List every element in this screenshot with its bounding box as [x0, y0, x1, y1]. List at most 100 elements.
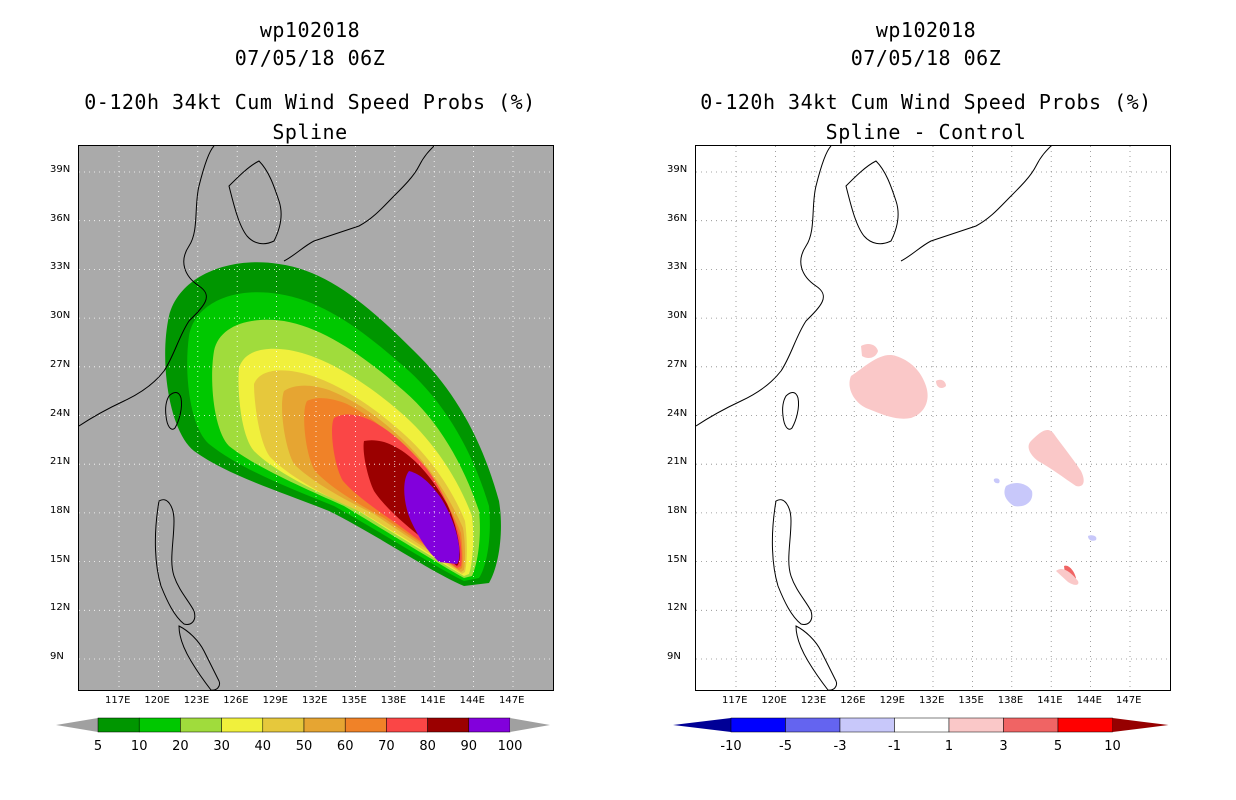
right-lon-label: 147E [1116, 695, 1142, 706]
right-lat-label: 39N [667, 164, 688, 175]
right-lon-label: 135E [958, 695, 984, 706]
right-lon-label: 126E [840, 695, 866, 706]
right-lon-label: 117E [722, 695, 748, 706]
colorbar-label: -1 [888, 739, 901, 754]
colorbar-label: 30 [213, 739, 230, 754]
left-colorbar: 5 10 20 30 40 50 60 70 80 90 100 [56, 717, 550, 754]
colorbar-label: 20 [172, 739, 189, 754]
luzon-coast [771, 499, 813, 625]
colorbar-label: 90 [461, 739, 478, 754]
colorbar-swatch [1003, 717, 1059, 733]
left-subtitle: Spline [272, 120, 348, 144]
japan-coast [283, 146, 435, 262]
colorbar-label: 3 [999, 739, 1007, 754]
negative-patch-2 [1088, 535, 1097, 541]
philippines-south [795, 625, 837, 690]
left-lat-label: 27N [50, 358, 71, 370]
right-lat-label: 18N [667, 504, 688, 516]
colorbar-swatch [894, 717, 950, 733]
colorbar-high-end [510, 718, 550, 732]
right-map-svg [696, 146, 1170, 690]
colorbar-swatch [427, 717, 470, 733]
colorbar-swatch [785, 717, 841, 733]
right-lon-label: 144E [1076, 695, 1102, 706]
colorbar-label: 10 [131, 739, 148, 754]
left-datetime: 07/05/18 06Z [234, 46, 386, 70]
left-lon-label: 123E [183, 695, 210, 706]
left-lon-label: 132E [302, 695, 328, 706]
colorbar-label: 100 [498, 739, 523, 754]
left-lat-label: 9N [50, 651, 64, 662]
colorbar-label: 60 [337, 739, 354, 754]
colorbar-swatch [138, 717, 181, 733]
colorbar-low-end [673, 718, 731, 732]
left-lat-label: 30N [50, 310, 71, 322]
right-lon-label: 138E [997, 695, 1024, 706]
taiwan-coast [165, 392, 182, 430]
philippines-south [178, 625, 220, 690]
colorbar-label: 1 [945, 739, 953, 754]
colorbar-high-end [1112, 718, 1169, 732]
left-lat-label: 21N [50, 456, 71, 468]
colorbar-swatch [180, 717, 222, 733]
left-lon-label: 147E [499, 695, 525, 706]
left-lon-label: 129E [262, 695, 288, 706]
colorbar-swatch [344, 717, 387, 733]
colorbar-label: 5 [1054, 739, 1062, 754]
left-lon-label: 120E [144, 695, 170, 706]
china-coast [79, 146, 215, 427]
colorbar-swatch [1057, 717, 1113, 733]
colorbar-swatch [948, 717, 1004, 733]
right-lat-label: 12N [667, 602, 688, 614]
colorbar-label: 40 [255, 739, 272, 754]
colorbar-label: -3 [834, 739, 847, 754]
positive-patch-3 [1028, 430, 1084, 487]
right-lat-label: 21N [667, 456, 688, 468]
right-storm-id: wp102018 [875, 18, 977, 42]
right-lon-label: 129E [879, 695, 905, 706]
colorbar-swatch [468, 717, 511, 733]
right-lat-label: 9N [667, 651, 681, 662]
left-lat-label: 39N [50, 164, 71, 175]
left-lat-label: 36N [50, 212, 71, 224]
left-title: 0-120h 34kt Cum Wind Speed Probs (%) [84, 90, 536, 114]
left-map-svg [79, 146, 553, 690]
colorbar-label: -5 [779, 739, 792, 754]
left-lat-label: 15N [50, 553, 71, 565]
left-lon-label: 138E [380, 695, 407, 706]
left-storm-id: wp102018 [259, 18, 361, 42]
colorbar-label: 10 [1104, 739, 1121, 754]
right-lat-label: 15N [667, 553, 688, 565]
colorbar-swatch [386, 717, 428, 733]
positive-patch-6 [936, 379, 946, 389]
luzon-coast [154, 499, 196, 625]
colorbar-label: 50 [296, 739, 313, 754]
japan-coast [900, 146, 1052, 262]
colorbar-label: 70 [378, 739, 395, 754]
left-lat-label: 18N [50, 504, 71, 516]
right-datetime: 07/05/18 06Z [850, 46, 1002, 70]
right-subtitle: Spline - Control [825, 120, 1027, 144]
right-lon-label: 120E [761, 695, 787, 706]
right-colorbar: -10 -5 -3 -1 1 3 5 10 [673, 717, 1169, 754]
left-lon-label: 141E [420, 695, 446, 706]
left-lon-label: 126E [223, 695, 249, 706]
colorbar-label: 5 [94, 739, 102, 754]
left-lat-label: 12N [50, 602, 71, 614]
difference-patches [849, 343, 1097, 585]
right-title: 0-120h 34kt Cum Wind Speed Probs (%) [700, 90, 1152, 114]
korea-coast [228, 160, 282, 245]
left-lon-label: 135E [341, 695, 367, 706]
left-lat-label: 24N [50, 407, 71, 419]
negative-patch-3 [993, 478, 1000, 484]
colorbar-swatch [221, 717, 264, 733]
left-lat-label: 33N [50, 261, 71, 273]
right-lon-label: 132E [919, 695, 945, 706]
lat-lon-grid [79, 146, 553, 690]
colorbar-swatch [303, 717, 346, 733]
left-lon-label: 144E [459, 695, 485, 706]
korea-coast [845, 160, 899, 245]
positive-patch-1 [849, 355, 928, 419]
colorbar-label: 80 [419, 739, 436, 754]
right-difference-map [695, 145, 1171, 691]
